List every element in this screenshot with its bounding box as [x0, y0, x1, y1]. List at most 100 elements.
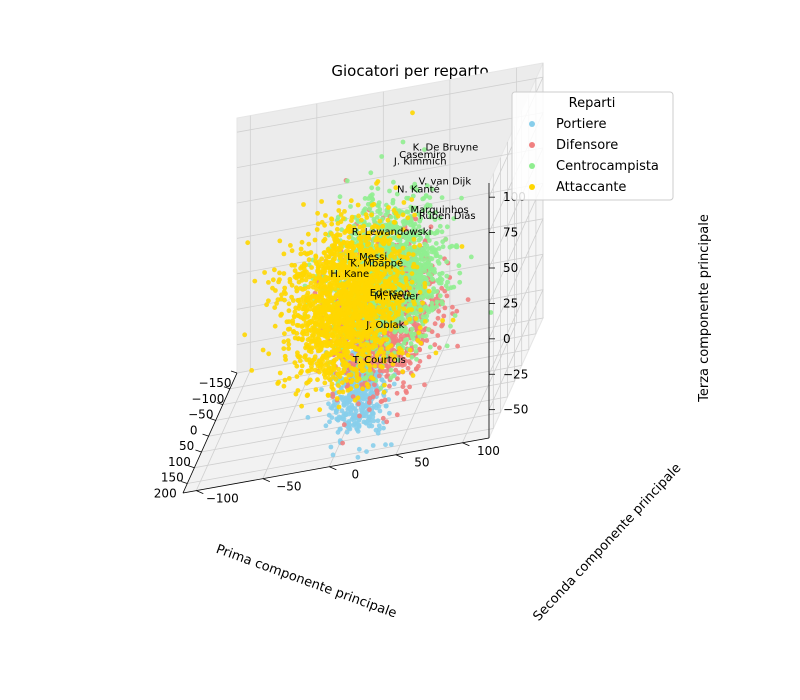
- point: [384, 368, 390, 374]
- point: [451, 329, 456, 335]
- point: [401, 306, 407, 312]
- point: [326, 249, 332, 254]
- point: [373, 237, 379, 243]
- point: [277, 370, 283, 376]
- point: [417, 242, 423, 248]
- point: [318, 347, 324, 352]
- point: [282, 285, 288, 291]
- point: [383, 442, 388, 448]
- point: [428, 224, 434, 230]
- point: [403, 388, 409, 394]
- point: [340, 358, 346, 364]
- point: [413, 316, 419, 321]
- point: [440, 244, 446, 250]
- point: [366, 348, 372, 354]
- point: [406, 251, 412, 257]
- point: [369, 185, 375, 191]
- point: [417, 347, 423, 353]
- point: [445, 279, 450, 285]
- point: [302, 286, 308, 291]
- point: [319, 199, 324, 204]
- point: [331, 338, 337, 343]
- point: [426, 354, 432, 360]
- point: [299, 363, 305, 369]
- point: [309, 265, 314, 270]
- point: [339, 380, 345, 385]
- point: [349, 402, 355, 408]
- point: [403, 278, 409, 284]
- point: [312, 237, 318, 243]
- point: [333, 410, 339, 415]
- point: [374, 388, 380, 394]
- point: [387, 410, 392, 416]
- point: [380, 415, 386, 421]
- point: [439, 299, 444, 304]
- point: [387, 237, 393, 243]
- point: [322, 222, 327, 228]
- point: [391, 179, 396, 185]
- point: [415, 274, 421, 279]
- point: [279, 292, 284, 298]
- point: [465, 297, 471, 302]
- point: [354, 383, 360, 389]
- point: [322, 362, 328, 368]
- point: [354, 374, 360, 379]
- point: [436, 261, 442, 266]
- point: [315, 210, 320, 216]
- point: [436, 278, 442, 284]
- point: [381, 425, 386, 431]
- point: [383, 403, 389, 409]
- point: [274, 301, 279, 306]
- point: [283, 357, 288, 362]
- point: [410, 110, 415, 116]
- point: [305, 415, 311, 420]
- point: [286, 346, 291, 351]
- point: [376, 427, 382, 432]
- point: [275, 381, 281, 386]
- point: [262, 270, 267, 275]
- point: [454, 308, 460, 314]
- point: [405, 215, 411, 221]
- point: [437, 254, 443, 260]
- point: [374, 246, 380, 252]
- point: [370, 278, 376, 284]
- point: [315, 269, 321, 274]
- point: [266, 351, 272, 357]
- point: [282, 331, 287, 337]
- point: [426, 288, 432, 294]
- point: [289, 294, 294, 300]
- point: [431, 289, 436, 295]
- point: [289, 248, 295, 254]
- point: [394, 412, 400, 418]
- point: [345, 305, 351, 310]
- point: [303, 328, 309, 333]
- point: [437, 223, 443, 229]
- point: [420, 300, 425, 306]
- point: [423, 333, 429, 339]
- point: [336, 366, 341, 372]
- point: [450, 317, 456, 323]
- point: [416, 330, 422, 336]
- point: [290, 321, 296, 326]
- point: [298, 286, 303, 291]
- point: [444, 343, 450, 349]
- point: [341, 416, 347, 422]
- point: [352, 397, 358, 403]
- point: [355, 454, 361, 460]
- point: [272, 267, 277, 273]
- point: [420, 295, 426, 301]
- point: [431, 268, 436, 274]
- point: [375, 430, 381, 436]
- point: [377, 373, 382, 379]
- point: [375, 208, 381, 214]
- point: [311, 307, 317, 313]
- point: [356, 446, 362, 452]
- point: [423, 276, 429, 282]
- point: [344, 429, 350, 435]
- point: [388, 442, 394, 447]
- point: [388, 343, 394, 348]
- point: [456, 263, 462, 269]
- point: [349, 214, 355, 220]
- point: [396, 281, 402, 287]
